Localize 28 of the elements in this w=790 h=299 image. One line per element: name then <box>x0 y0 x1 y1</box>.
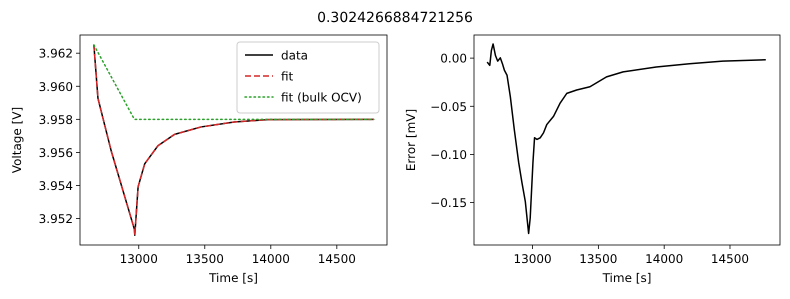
y-tick-label: 3.962 <box>38 46 73 61</box>
line-series <box>93 44 375 236</box>
y-tick-label: −0.15 <box>430 196 467 210</box>
x-axis-title: Time [s] <box>602 271 652 285</box>
legend-label: fit (bulk OCV) <box>281 90 362 104</box>
chart-title: 0.3024266884721256 <box>317 10 474 26</box>
x-tick-label: 14000 <box>252 252 290 266</box>
x-tick-label: 14500 <box>710 252 750 266</box>
y-tick-label: −0.05 <box>430 100 467 114</box>
x-tick-label: 13500 <box>186 252 224 266</box>
y-tick-label: −0.10 <box>430 148 467 162</box>
y-tick-label: 3.960 <box>38 80 73 94</box>
x-tick-label: 14500 <box>318 252 356 266</box>
x-tick-label: 13000 <box>120 252 158 266</box>
x-tick-label: 13500 <box>579 252 618 266</box>
line-series <box>486 43 767 234</box>
y-tick-label: 0.00 <box>440 52 467 66</box>
x-tick-label: 13000 <box>513 252 552 266</box>
y-tick-label: 3.956 <box>38 146 73 160</box>
y-tick-label: 3.958 <box>38 112 73 127</box>
y-axis-title: Voltage [V] <box>10 106 24 174</box>
legend-label: fit <box>281 70 294 84</box>
y-tick-label: 3.952 <box>38 212 73 226</box>
x-tick-label: 14000 <box>645 252 684 266</box>
x-axis-title: Time [s] <box>208 271 258 285</box>
y-tick-label: 3.954 <box>38 178 73 193</box>
legend-label: data <box>281 48 308 62</box>
y-axis-title: Error [mV] <box>404 108 418 172</box>
